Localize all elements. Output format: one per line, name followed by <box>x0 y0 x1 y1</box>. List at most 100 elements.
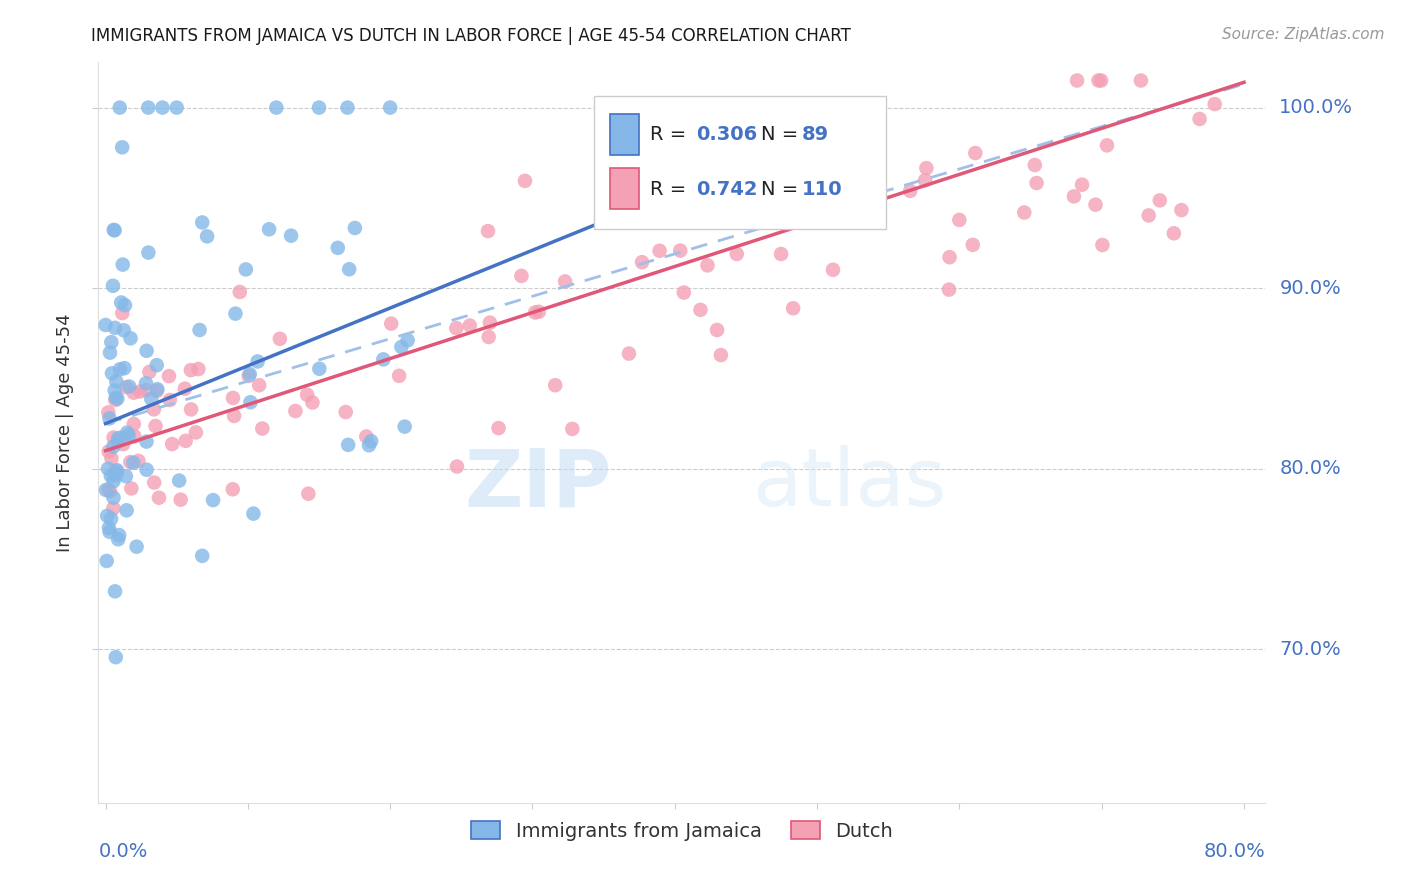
Point <box>1063 189 1085 203</box>
Point <box>252 421 274 435</box>
Point <box>195 229 218 244</box>
Point <box>458 318 481 333</box>
Point <box>115 503 138 517</box>
Point <box>396 333 419 347</box>
Text: N =: N = <box>761 179 804 199</box>
Point <box>100 451 122 466</box>
Point <box>669 244 692 258</box>
Point <box>446 321 468 335</box>
Point <box>1087 73 1109 87</box>
Point <box>938 250 960 264</box>
Point <box>107 533 129 547</box>
Point <box>117 428 139 442</box>
Point <box>188 323 211 337</box>
Point <box>357 438 380 452</box>
Point <box>394 419 416 434</box>
Point <box>191 549 214 563</box>
Point <box>94 483 117 497</box>
Text: R =: R = <box>651 126 693 145</box>
Point <box>295 388 318 402</box>
Point <box>360 434 382 449</box>
Point <box>103 440 125 454</box>
FancyBboxPatch shape <box>595 95 886 229</box>
Point <box>224 307 246 321</box>
Point <box>337 262 360 277</box>
Text: atlas: atlas <box>752 445 946 524</box>
Point <box>145 419 167 434</box>
Point <box>105 392 128 406</box>
Point <box>105 468 128 483</box>
Point <box>104 321 127 335</box>
Point <box>108 528 131 542</box>
Point <box>842 183 865 197</box>
Text: 0.742: 0.742 <box>696 179 758 199</box>
Point <box>648 244 671 258</box>
Point <box>129 384 152 399</box>
Point <box>107 434 129 449</box>
Point <box>948 213 970 227</box>
Point <box>174 434 197 448</box>
Point <box>103 223 125 237</box>
Point <box>336 101 359 115</box>
Point <box>103 467 125 481</box>
Point <box>100 469 122 483</box>
Point <box>380 101 402 115</box>
Point <box>938 283 960 297</box>
Text: R =: R = <box>651 179 693 199</box>
Point <box>148 491 170 505</box>
Point <box>202 493 225 508</box>
Point <box>269 332 291 346</box>
Text: 110: 110 <box>801 179 842 199</box>
Point <box>97 444 120 458</box>
Point <box>138 365 160 379</box>
Point <box>782 301 804 316</box>
Point <box>107 431 129 445</box>
Point <box>98 484 121 499</box>
Point <box>898 184 921 198</box>
Point <box>1012 205 1035 219</box>
Point <box>108 362 131 376</box>
Point <box>115 469 138 483</box>
Point <box>561 422 583 436</box>
Point <box>380 317 402 331</box>
Point <box>105 463 128 477</box>
Point <box>191 215 214 229</box>
Point <box>120 331 142 345</box>
Point <box>112 323 135 337</box>
Point <box>110 295 132 310</box>
Point <box>127 454 149 468</box>
Point <box>242 507 264 521</box>
Point <box>554 274 576 288</box>
Point <box>136 101 159 115</box>
Point <box>115 425 138 440</box>
Point <box>108 101 131 115</box>
Point <box>103 501 125 516</box>
Point <box>820 163 842 178</box>
Point <box>111 140 134 154</box>
Point <box>488 421 510 435</box>
Point <box>112 361 135 376</box>
Text: 80.0%: 80.0% <box>1279 459 1341 478</box>
Point <box>104 650 127 665</box>
Point <box>1170 203 1192 218</box>
Text: ZIP: ZIP <box>464 445 612 524</box>
Point <box>100 512 122 526</box>
Point <box>1090 73 1112 87</box>
Point <box>544 378 567 392</box>
Point <box>388 368 411 383</box>
Point <box>247 378 270 392</box>
Point <box>135 376 157 391</box>
Point <box>730 165 752 179</box>
Point <box>96 508 118 523</box>
Point <box>527 305 550 319</box>
Point <box>915 161 938 176</box>
Point <box>98 345 121 359</box>
Point <box>97 405 120 419</box>
Point <box>1084 197 1107 211</box>
Text: 90.0%: 90.0% <box>1279 278 1341 298</box>
Point <box>1066 73 1088 87</box>
Point <box>672 285 695 300</box>
Point <box>103 431 125 445</box>
Point <box>101 366 124 380</box>
Point <box>104 391 127 405</box>
